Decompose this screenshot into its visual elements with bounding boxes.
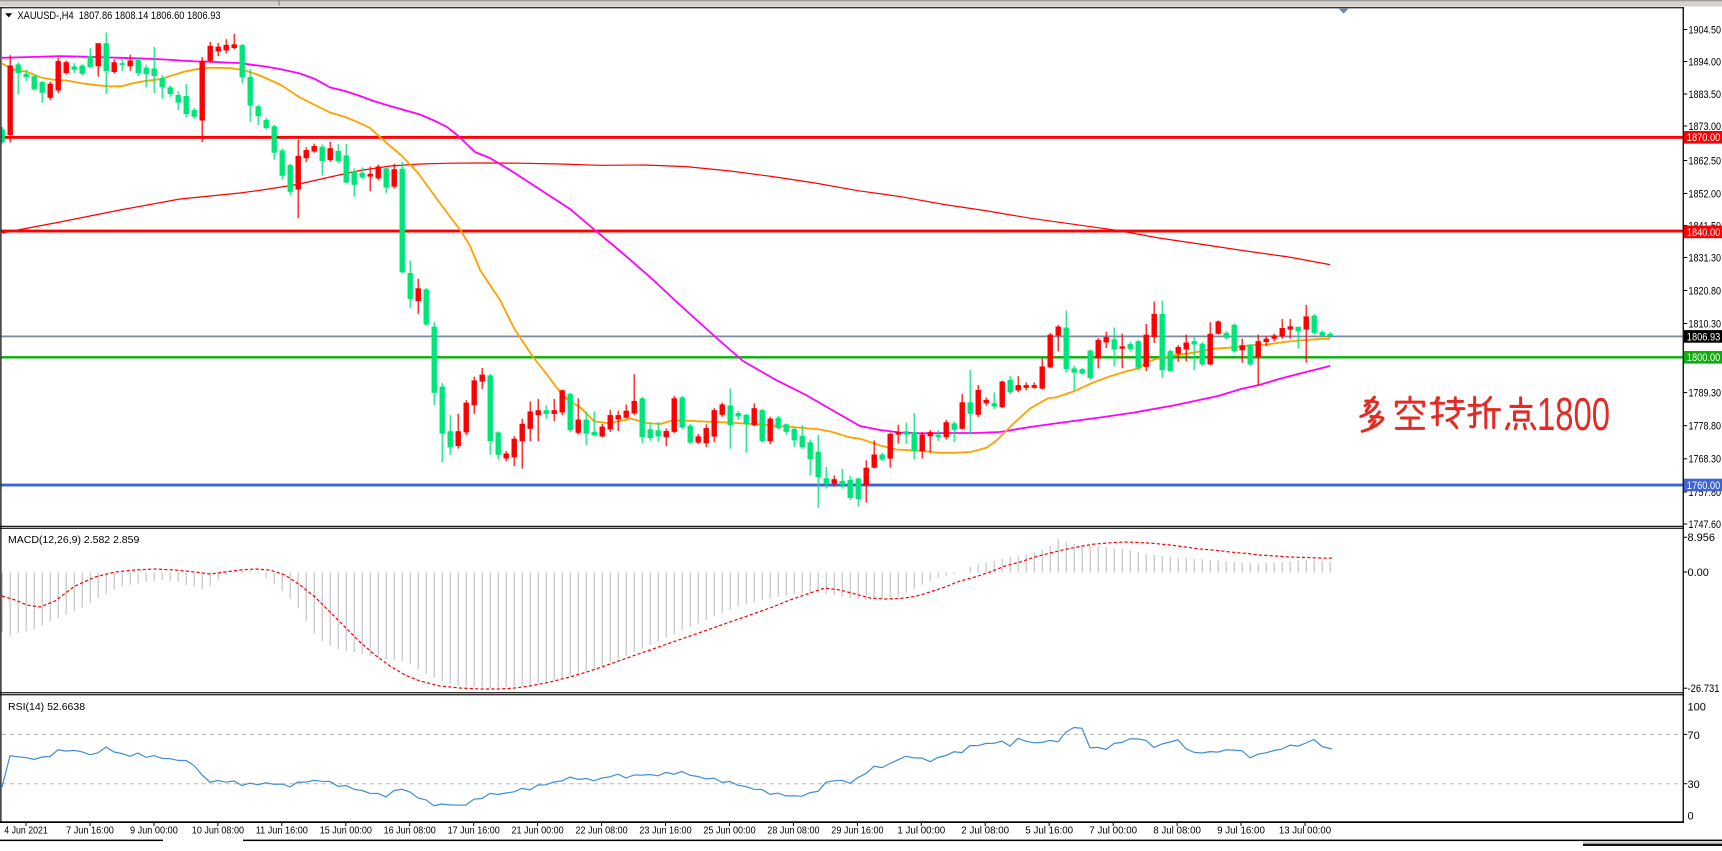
svg-text:1760.00: 1760.00 — [1687, 480, 1721, 492]
svg-text:1831.30: 1831.30 — [1689, 252, 1722, 264]
svg-text:1778.80: 1778.80 — [1689, 421, 1722, 433]
svg-text:7 Jun 16:00: 7 Jun 16:00 — [66, 826, 114, 837]
svg-text:8.956: 8.956 — [1688, 532, 1716, 544]
svg-text:1883.50: 1883.50 — [1689, 89, 1722, 101]
svg-text:28 Jun 08:00: 28 Jun 08:00 — [767, 826, 819, 837]
svg-text:0: 0 — [1688, 811, 1694, 823]
svg-text:21 Jun 00:00: 21 Jun 00:00 — [512, 826, 564, 837]
svg-text:13 Jul 00:00: 13 Jul 00:00 — [1279, 826, 1331, 837]
svg-text:7 Jul 00:00: 7 Jul 00:00 — [1089, 826, 1137, 837]
svg-text:23 Jun 16:00: 23 Jun 16:00 — [639, 826, 691, 837]
svg-text:5 Jul 16:00: 5 Jul 16:00 — [1025, 826, 1073, 837]
svg-text:2 Jul 08:00: 2 Jul 08:00 — [961, 826, 1009, 837]
svg-text:4 Jun 2021: 4 Jun 2021 — [4, 826, 48, 837]
svg-text:0.00: 0.00 — [1688, 567, 1709, 579]
svg-text:17 Jun 16:00: 17 Jun 16:00 — [448, 826, 500, 837]
svg-text:XAUUSD-,H4 1807.86 1808.14 18: XAUUSD-,H4 1807.86 1808.14 1806.60 1806.… — [18, 10, 221, 22]
svg-text:1852.00: 1852.00 — [1689, 188, 1722, 200]
svg-text:9 Jul 16:00: 9 Jul 16:00 — [1217, 826, 1265, 837]
svg-text:8 Jul 08:00: 8 Jul 08:00 — [1153, 826, 1201, 837]
svg-text:10 Jun 08:00: 10 Jun 08:00 — [192, 826, 244, 837]
svg-text:1894.00: 1894.00 — [1689, 56, 1722, 68]
svg-text:30: 30 — [1688, 779, 1700, 791]
svg-text:1747.60: 1747.60 — [1689, 519, 1722, 531]
svg-text:15 Jun 00:00: 15 Jun 00:00 — [320, 826, 372, 837]
svg-text:MACD(12,26,9) 2.582 2.859: MACD(12,26,9) 2.582 2.859 — [8, 534, 139, 546]
svg-text:25 Jun 00:00: 25 Jun 00:00 — [703, 826, 755, 837]
svg-text:1789.30: 1789.30 — [1689, 388, 1722, 400]
svg-text:11 Jun 16:00: 11 Jun 16:00 — [256, 826, 308, 837]
svg-text:1840.00: 1840.00 — [1687, 227, 1721, 239]
svg-text:1820.80: 1820.80 — [1689, 285, 1722, 297]
svg-text:16 Jun 08:00: 16 Jun 08:00 — [384, 826, 436, 837]
svg-text:70: 70 — [1688, 730, 1700, 742]
svg-text:RSI(14) 52.6638: RSI(14) 52.6638 — [8, 701, 85, 713]
svg-text:22 Jun 08:00: 22 Jun 08:00 — [576, 826, 628, 837]
svg-text:-26.731: -26.731 — [1688, 683, 1720, 695]
svg-text:1768.30: 1768.30 — [1689, 454, 1722, 466]
svg-text:1873.00: 1873.00 — [1689, 121, 1722, 133]
svg-text:1904.50: 1904.50 — [1689, 24, 1722, 36]
svg-text:1800: 1800 — [1537, 388, 1610, 440]
svg-text:9 Jun 00:00: 9 Jun 00:00 — [130, 826, 178, 837]
svg-text:1810.30: 1810.30 — [1689, 318, 1722, 330]
svg-text:1862.50: 1862.50 — [1689, 155, 1722, 167]
svg-text:1806.93: 1806.93 — [1687, 331, 1721, 343]
svg-text:1 Jul 00:00: 1 Jul 00:00 — [897, 826, 945, 837]
svg-text:29 Jun 16:00: 29 Jun 16:00 — [831, 826, 883, 837]
svg-text:1800.00: 1800.00 — [1687, 352, 1721, 364]
svg-text:1870.00: 1870.00 — [1687, 132, 1721, 144]
svg-text:100: 100 — [1688, 702, 1706, 714]
